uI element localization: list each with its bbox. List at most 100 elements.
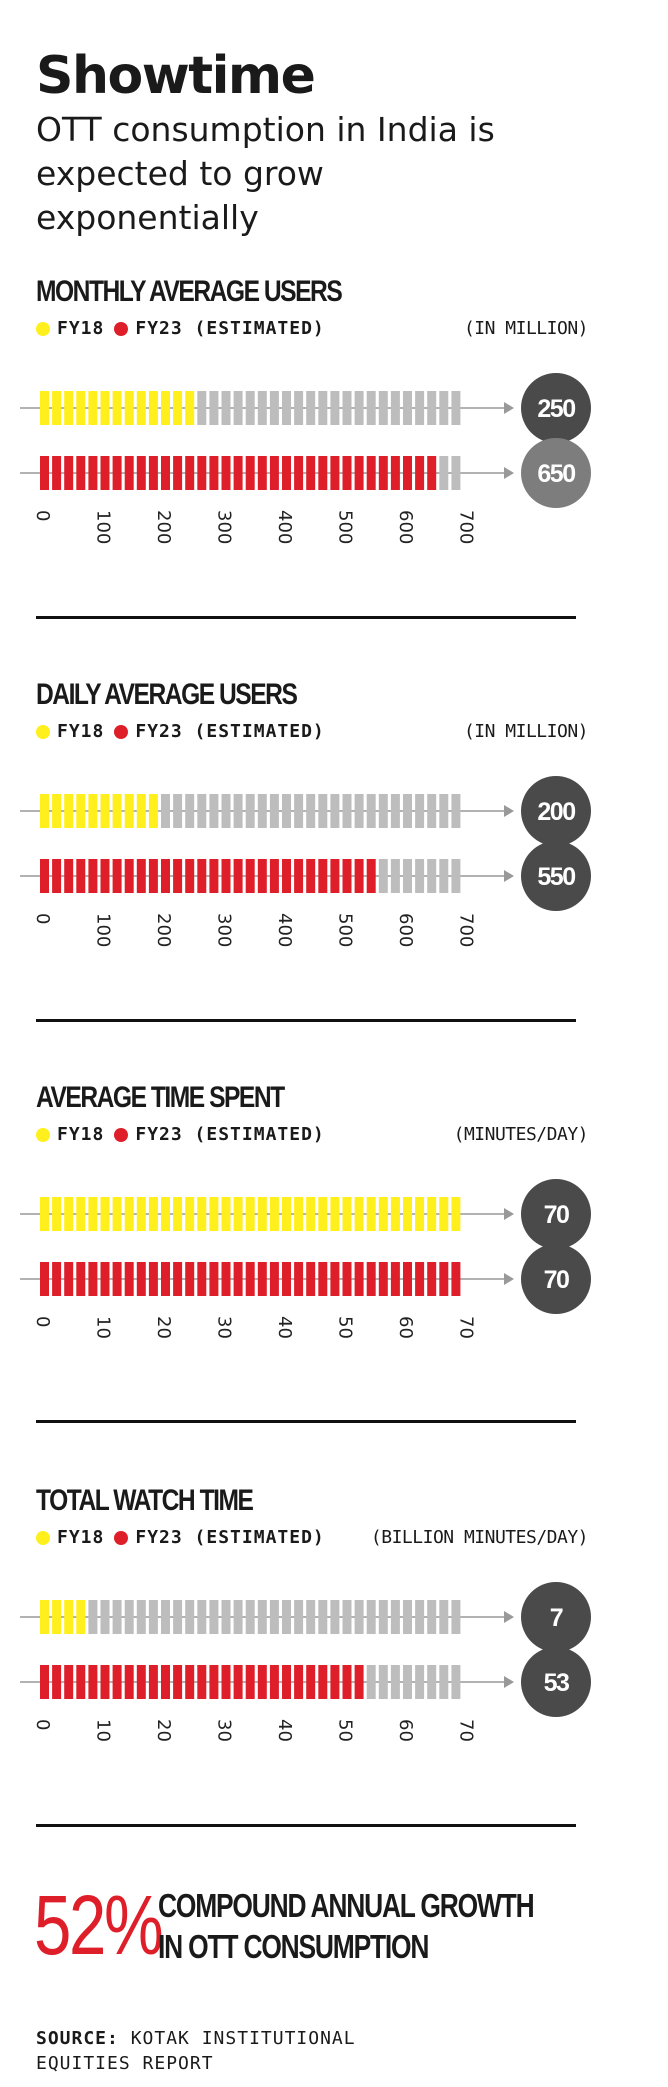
fy18-legend-dot xyxy=(36,1128,50,1142)
axis-tick-label: 100 xyxy=(93,510,114,544)
bar-segment-empty xyxy=(379,859,388,893)
bar-segment-empty xyxy=(403,1665,412,1699)
bar-segment-filled xyxy=(379,456,388,490)
bar-segment-filled xyxy=(367,859,376,893)
bar-segment-filled xyxy=(64,1665,73,1699)
bar-segment-filled xyxy=(403,1262,412,1296)
bar-segment-filled xyxy=(88,1262,97,1296)
bar-segment-filled xyxy=(76,1665,85,1699)
axis-tick-label: 70 xyxy=(456,1316,477,1339)
bar-segment-empty xyxy=(391,1600,400,1634)
bar-segment-filled xyxy=(306,1665,315,1699)
bar-segment-filled xyxy=(40,456,49,490)
bar-segment-empty xyxy=(355,1600,364,1634)
bar-segment-empty xyxy=(306,1600,315,1634)
bar-segment-filled xyxy=(137,1262,146,1296)
bar-segment-filled xyxy=(367,1197,376,1231)
bar-segment-filled xyxy=(306,1262,315,1296)
bar-segment-empty xyxy=(403,391,412,425)
section-divider xyxy=(36,1420,576,1423)
bar-segment-filled xyxy=(222,859,231,893)
bar-segment-filled xyxy=(185,391,194,425)
chart-legend: FY18 FY23 (ESTIMATED) xyxy=(36,1527,325,1549)
axis-tick-label: 300 xyxy=(214,510,235,544)
bar-segment-filled xyxy=(64,859,73,893)
section-divider xyxy=(36,1824,576,1827)
bar-segment-filled xyxy=(258,1262,267,1296)
bar-segment-filled xyxy=(52,1665,61,1699)
axis-tick-label: 400 xyxy=(274,510,295,544)
bar-segment-filled xyxy=(294,1262,303,1296)
bar-segment-filled xyxy=(40,1665,49,1699)
bar-segment-filled xyxy=(125,391,134,425)
value-label: 550 xyxy=(537,863,575,891)
bar-segment-filled xyxy=(294,1665,303,1699)
bar-segment-filled xyxy=(149,1197,158,1231)
bar-segment-filled xyxy=(40,1600,49,1634)
bar-segment-filled xyxy=(64,1262,73,1296)
bar-segment-filled xyxy=(258,859,267,893)
bar-segment-empty xyxy=(439,859,448,893)
bar-segment-empty xyxy=(101,1600,110,1634)
bar-segment-empty xyxy=(270,391,279,425)
bar-segment-filled xyxy=(64,1197,73,1231)
bar-segment-filled xyxy=(137,859,146,893)
bar-segment-filled xyxy=(282,1262,291,1296)
value-label: 650 xyxy=(537,460,575,488)
bar-segment-filled xyxy=(52,1197,61,1231)
bar-segment-filled xyxy=(222,1197,231,1231)
bar-segment-filled xyxy=(52,391,61,425)
bar-segment-filled xyxy=(149,1665,158,1699)
bar-segment-filled xyxy=(197,1197,206,1231)
bar-segment-filled xyxy=(282,456,291,490)
bar-segment-filled xyxy=(270,456,279,490)
bar-segment-empty xyxy=(234,391,243,425)
bar-segment-filled xyxy=(355,456,364,490)
axis-tick-label: 60 xyxy=(395,1316,416,1339)
bar-segment-filled xyxy=(306,456,315,490)
bar-segment-filled xyxy=(379,1262,388,1296)
bar-segment-empty xyxy=(451,859,460,893)
bar-segment-empty xyxy=(403,859,412,893)
bar-segment-filled xyxy=(137,391,146,425)
bar-segment-filled xyxy=(137,1665,146,1699)
bar-segment-filled xyxy=(52,1262,61,1296)
bar-segment-empty xyxy=(149,1600,158,1634)
arrow-head xyxy=(504,1273,514,1285)
bar-segment-empty xyxy=(355,794,364,828)
bar-segment-filled xyxy=(149,391,158,425)
cagr-value: 52% xyxy=(34,1880,161,1970)
bar-segment-filled xyxy=(246,1197,255,1231)
fy23-legend-label: FY23 (ESTIMATED) xyxy=(135,1527,324,1549)
bar-segment-filled xyxy=(88,1197,97,1231)
bar-segment-empty xyxy=(209,794,218,828)
bar-segment-filled xyxy=(209,1197,218,1231)
bar-segment-filled xyxy=(185,859,194,893)
bar-segment-empty xyxy=(209,1600,218,1634)
section-divider xyxy=(36,616,576,619)
bar-segment-empty xyxy=(415,391,424,425)
bar-segment-filled xyxy=(209,1665,218,1699)
bar-segment-filled xyxy=(427,1197,436,1231)
bar-segment-filled xyxy=(101,1197,110,1231)
bar-segment-empty xyxy=(415,1600,424,1634)
bar-segment-filled xyxy=(113,456,122,490)
bar-segment-filled xyxy=(52,859,61,893)
bar-segment-filled xyxy=(403,1197,412,1231)
chart-plot: 7530 10 20 30 40 50 60 70 xyxy=(0,1561,668,1761)
arrow-head xyxy=(504,805,514,817)
axis-tick-label: 0 xyxy=(32,510,53,521)
bar-segment-filled xyxy=(161,1197,170,1231)
axis-tick-label: 500 xyxy=(335,913,356,947)
source-label: SOURCE: xyxy=(36,2028,119,2049)
bar-segment-filled xyxy=(451,1262,460,1296)
bar-segment-filled xyxy=(76,794,85,828)
fy18-legend-label: FY18 xyxy=(57,721,104,743)
bar-segment-empty xyxy=(222,1600,231,1634)
axis-tick-label: 40 xyxy=(274,1719,295,1742)
bar-segment-filled xyxy=(355,1665,364,1699)
bar-segment-filled xyxy=(439,1262,448,1296)
bar-segment-empty xyxy=(415,859,424,893)
chart-unit-label: (IN MILLION) xyxy=(464,318,588,340)
fy18-legend-label: FY18 xyxy=(57,1124,104,1146)
